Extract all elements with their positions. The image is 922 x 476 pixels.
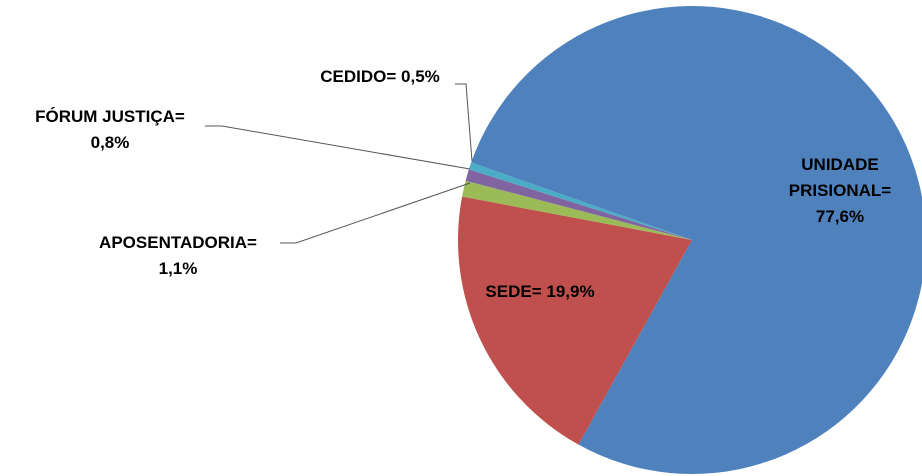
slice-label: CEDIDO= 0,5% [290,64,470,90]
value-label: 0,5% [401,67,440,86]
slice [457,196,692,445]
category-label: SEDE= [485,282,542,301]
slice-label: APOSENTADORIA= 1,1% [78,230,278,282]
slice-label: UNIDADE PRISIONAL= 77,6% [780,152,900,230]
slice-label: FÓRUM JUSTIÇA= 0,8% [10,104,210,156]
category-label: UNIDADE PRISIONAL= [788,155,892,200]
leader-line [205,125,471,170]
category-label: FÓRUM JUSTIÇA= [35,107,185,126]
slice-label: SEDE= 19,9% [460,279,620,305]
category-label: CEDIDO= [320,67,397,86]
slice [468,162,692,240]
slice [471,6,922,474]
slice [465,169,692,240]
value-label: 1,1% [158,259,198,278]
category-label: APOSENTADORIA= [99,233,257,252]
value-label: 0,8% [90,133,130,152]
slice [462,180,692,240]
leader-line [280,182,471,244]
leader-line [455,83,473,162]
value-label: 77,6% [815,207,865,226]
value-label: 19,9% [546,282,595,301]
